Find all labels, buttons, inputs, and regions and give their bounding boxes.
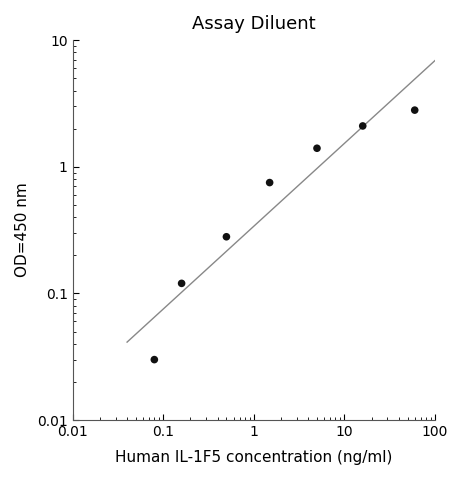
Point	[359, 122, 366, 130]
Y-axis label: OD=450 nm: OD=450 nm	[15, 183, 30, 277]
Point	[411, 106, 419, 114]
Title: Assay Diluent: Assay Diluent	[192, 15, 315, 33]
X-axis label: Human IL-1F5 concentration (ng/ml): Human IL-1F5 concentration (ng/ml)	[115, 450, 392, 465]
Point	[150, 356, 158, 363]
Point	[178, 279, 185, 287]
Point	[266, 179, 273, 186]
Point	[223, 233, 230, 240]
Point	[313, 144, 321, 152]
